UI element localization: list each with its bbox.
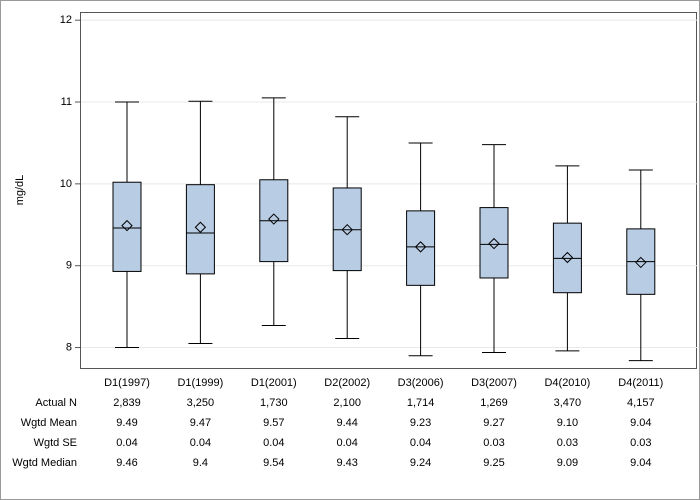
box: [185, 184, 215, 275]
table-cell: 9.4: [193, 457, 208, 469]
x-tick-label: D4(2010): [544, 377, 590, 389]
table-cell: 9.23: [410, 417, 431, 429]
box: [112, 181, 142, 272]
mean-marker: [414, 241, 427, 253]
mean-marker: [488, 237, 500, 250]
y-tick-label: 8: [66, 341, 72, 353]
table-cell: 4,157: [627, 397, 655, 409]
table-cell: 9.44: [336, 417, 357, 429]
table-cell: 9.25: [483, 457, 504, 469]
mean-marker: [194, 221, 207, 233]
table-cell: 9.04: [630, 417, 651, 429]
table-cell: 1,269: [480, 397, 508, 409]
x-tick-label: D4(2011): [618, 377, 663, 389]
table-cell: 0.04: [190, 437, 211, 449]
table-cell: 9.47: [190, 417, 211, 429]
row-label: Wgtd Mean: [21, 417, 77, 429]
x-tick-label: D1(1997): [104, 377, 150, 389]
table-cell: 9.10: [557, 417, 578, 429]
table-cell: 9.09: [557, 457, 578, 469]
table-cell: 9.27: [483, 417, 504, 429]
table-cell: 0.04: [410, 437, 431, 449]
mean-marker: [561, 251, 574, 264]
table-cell: 9.54: [263, 457, 284, 469]
row-label: Wgtd Median: [12, 457, 77, 469]
mean-marker: [635, 256, 647, 269]
mean-marker: [341, 223, 353, 236]
x-tick-label: D3(2006): [398, 377, 444, 389]
box: [406, 210, 436, 286]
table-cell: 9.46: [116, 457, 137, 469]
y-tick-label: 11: [61, 96, 72, 108]
x-tick-label: D3(2007): [471, 377, 517, 389]
table-cell: 0.04: [336, 437, 357, 449]
plot-frame: [80, 12, 697, 369]
table-cell: 9.04: [630, 457, 651, 469]
x-tick-label: D1(2001): [251, 377, 297, 389]
table-cell: 0.04: [263, 437, 284, 449]
y-tick-label: 10: [60, 178, 72, 190]
box: [479, 207, 509, 279]
table-cell: 2,839: [113, 397, 141, 409]
x-tick-label: D2(2002): [324, 377, 370, 389]
mean-marker: [268, 213, 280, 225]
table-cell: 9.24: [410, 457, 431, 469]
x-tick-label: D1(1999): [177, 377, 223, 389]
table-cell: 3,470: [554, 397, 582, 409]
table-cell: 1,730: [260, 397, 288, 409]
table-cell: 9.49: [116, 417, 137, 429]
mean-marker: [121, 219, 133, 232]
row-label: Actual N: [35, 397, 77, 409]
table-cell: 0.03: [483, 437, 504, 449]
table-cell: 0.03: [630, 437, 651, 449]
table-cell: 9.43: [336, 457, 357, 469]
table-cell: 2,100: [333, 397, 361, 409]
table-cell: 9.57: [263, 417, 284, 429]
row-label: Wgtd SE: [34, 437, 77, 449]
table-cell: 3,250: [187, 397, 215, 409]
table-cell: 1,714: [407, 397, 435, 409]
y-axis-label: mg/dL: [14, 175, 26, 206]
y-tick-label: 12: [60, 14, 72, 26]
y-tick-label: 9: [66, 260, 72, 272]
table-cell: 0.04: [116, 437, 137, 449]
table-cell: 0.03: [557, 437, 578, 449]
